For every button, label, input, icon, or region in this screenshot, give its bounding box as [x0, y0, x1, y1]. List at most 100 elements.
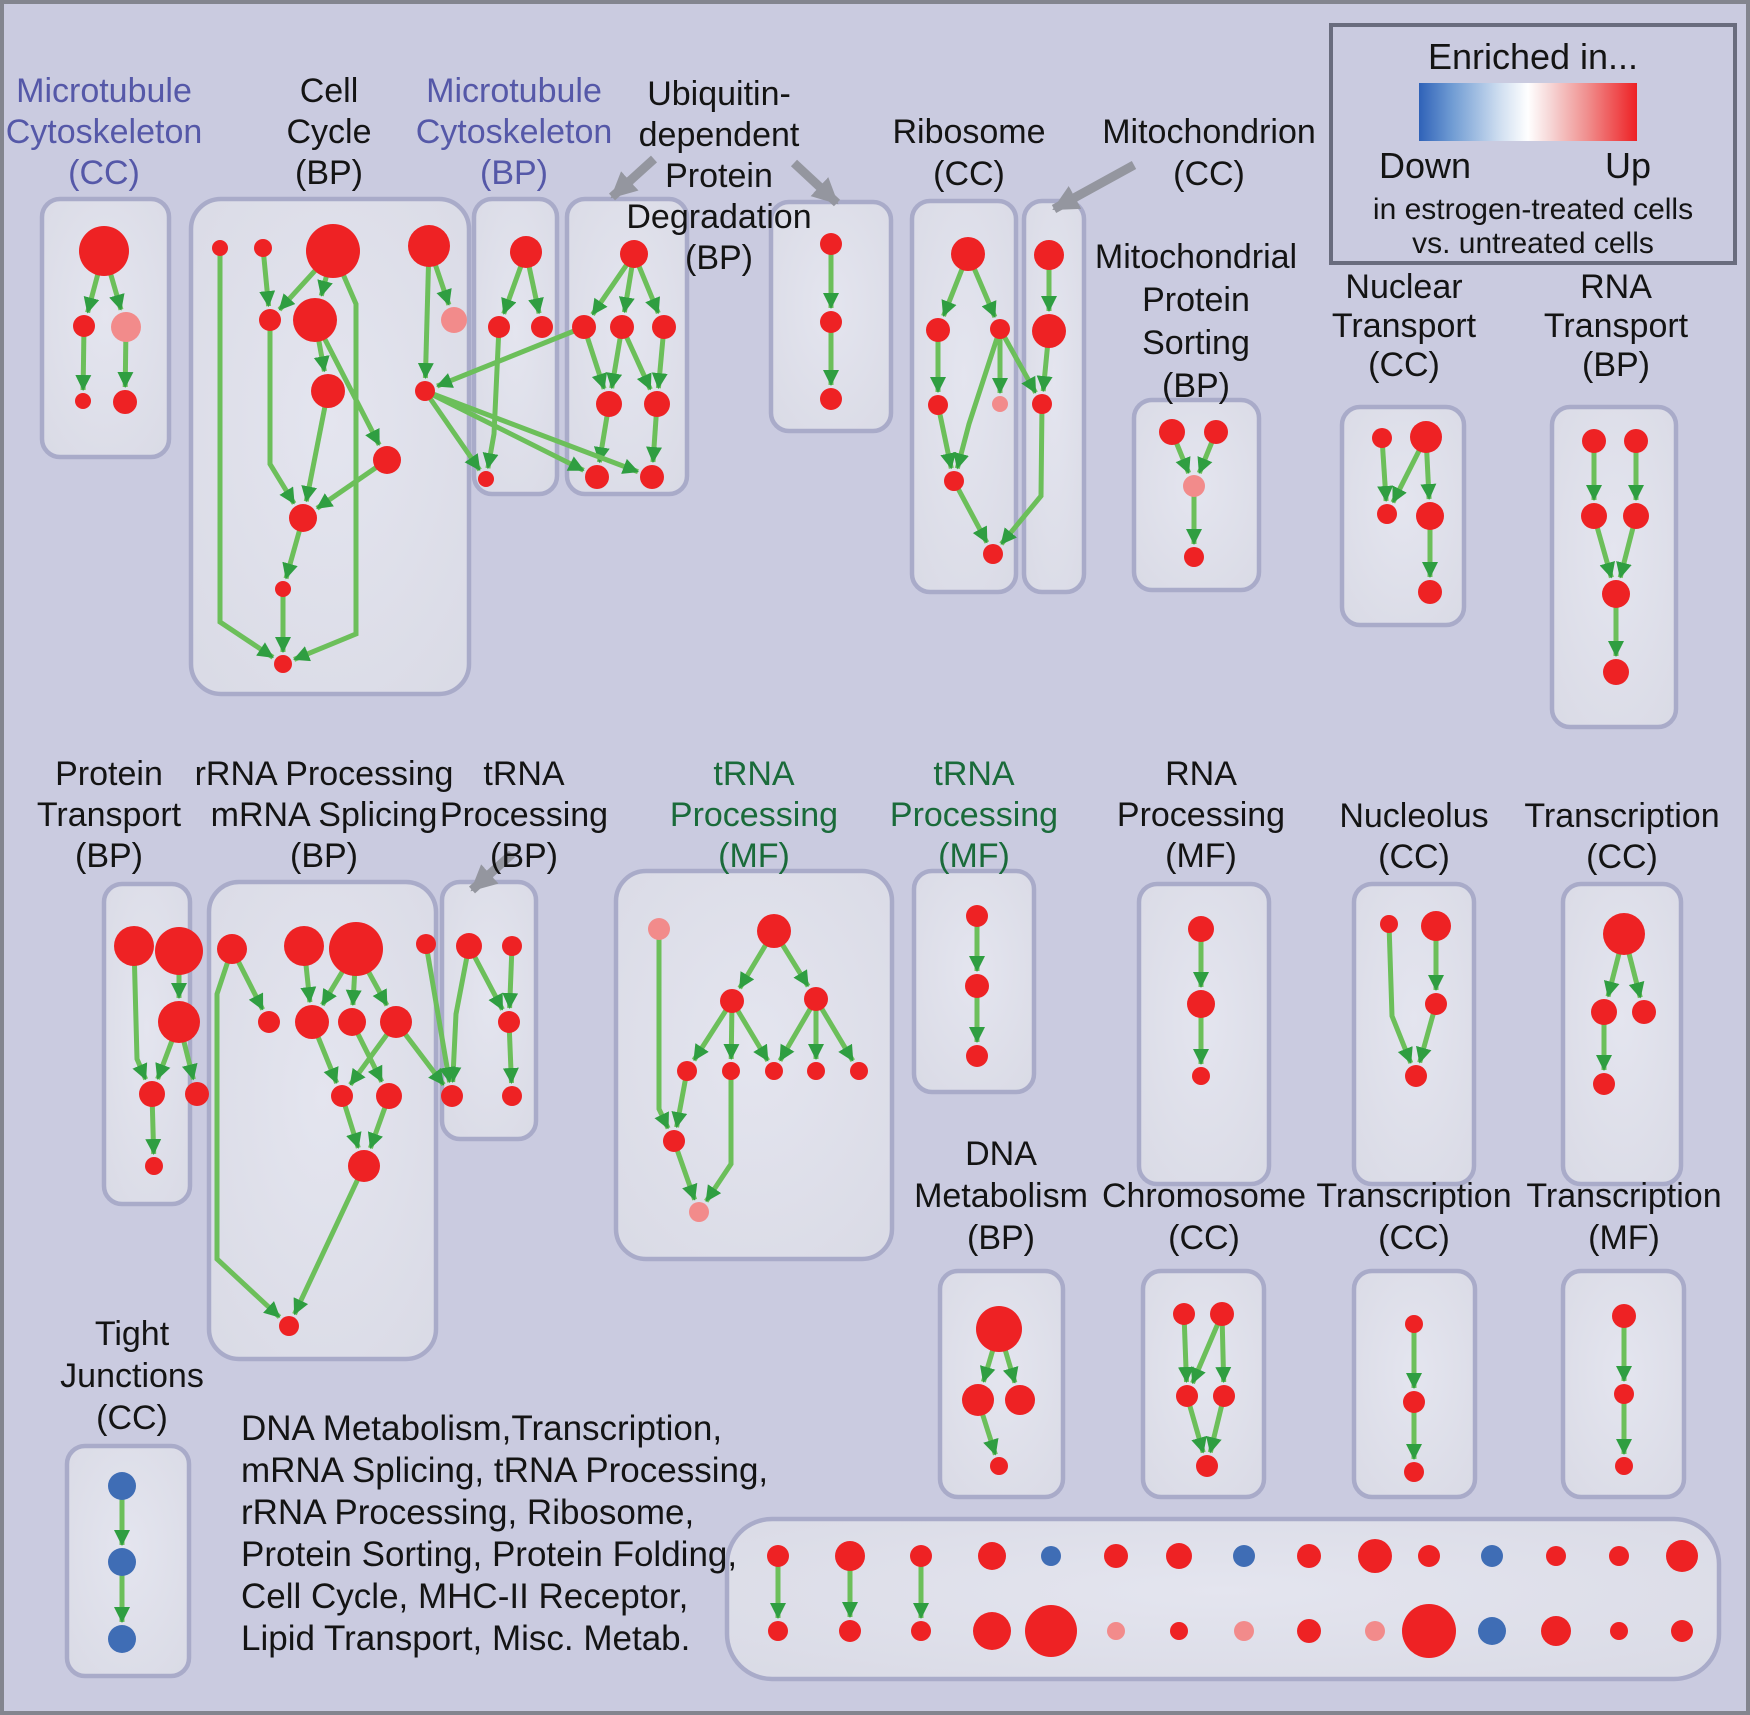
- legend-up-label: Up: [1604, 145, 1652, 186]
- edge-nucleolus-2: [1386, 923, 1414, 1064]
- node-misc-terms-10: [1418, 1545, 1440, 1567]
- node-rrna-mrna-8: [331, 1085, 353, 1107]
- node-cell-cycle-2: [306, 224, 360, 278]
- node-transcription-cc-a-0: [1603, 913, 1645, 955]
- cluster-label-cell-cycle-line-2: (BP): [295, 154, 363, 192]
- node-nuclear-transport-3: [1416, 502, 1444, 530]
- node-ribosome-5: [944, 471, 964, 491]
- node-dna-metabolism-3: [990, 1457, 1008, 1475]
- node-transcription-cc-b-2: [1404, 1462, 1424, 1482]
- cluster-label-nuclear-transport-line-0: Nuclear: [1345, 268, 1463, 306]
- node-ribosome-2: [990, 319, 1010, 339]
- node-cell-cycle-9: [373, 446, 401, 474]
- node-misc-terms-7: [1233, 1545, 1255, 1567]
- legend-down-label: Down: [1378, 145, 1472, 186]
- node-misc-terms-4: [1041, 1546, 1061, 1566]
- node-misc-terms-15: [768, 1621, 788, 1641]
- cluster-label-rrna-mrna-line-1: mRNA Splicing: [210, 796, 438, 834]
- cluster-label-trna-mf-b-line-1: Processing: [889, 796, 1059, 834]
- node-misc-terms-26: [1478, 1617, 1506, 1645]
- cross-edge-3: [422, 389, 482, 472]
- cross-edge-4: [423, 388, 585, 473]
- node-ribosome-4: [992, 396, 1008, 412]
- cluster-label-trna-mf-a-line-1: Processing: [669, 796, 839, 834]
- legend-title: Enriched in...: [1427, 36, 1639, 77]
- node-trna-mf-b-0: [966, 905, 988, 927]
- node-nucleolus-3: [1405, 1065, 1427, 1087]
- node-protein-transport-1: [155, 927, 203, 975]
- cluster-box-transcription-cc-a: [1560, 881, 1684, 1187]
- node-ubiquitin-degradation-1: [572, 315, 596, 339]
- node-trna-mf-a-1: [757, 914, 791, 948]
- node-misc-terms-27: [1541, 1616, 1571, 1646]
- annotation-arrows: [468, 155, 1137, 894]
- node-mitochondrion-2: [1032, 394, 1052, 414]
- node-trna-mf-b-1: [965, 974, 989, 998]
- node-misc-terms-9: [1358, 1539, 1392, 1573]
- node-misc-terms-19: [1025, 1605, 1077, 1657]
- node-protein-transport-0: [114, 926, 154, 966]
- node-trna-mf-a-5: [722, 1062, 740, 1080]
- cluster-box-transcription-mf: [1560, 1268, 1687, 1500]
- node-ubiquitin-degradation-b-1: [820, 311, 842, 333]
- cluster-box-nucleolus: [1351, 881, 1477, 1187]
- node-rna-processing-mf-2: [1192, 1067, 1210, 1085]
- legend-gradient-bar: [1419, 83, 1637, 141]
- cluster-label-ubiquitin-degradation-line-1: dependent: [638, 116, 800, 154]
- cross-edge-5: [424, 388, 639, 475]
- edge-cell-cycle-12: [293, 250, 359, 662]
- node-rna-transport-3: [1623, 503, 1649, 529]
- node-misc-terms-13: [1609, 1546, 1629, 1566]
- cluster-label-trna-bp-line-2: (BP): [490, 837, 558, 875]
- label-arrow-0: [608, 155, 658, 201]
- node-rna-transport-4: [1602, 580, 1630, 608]
- cluster-label-microtubule-cc-line-2: (CC): [68, 154, 140, 192]
- node-misc-terms-8: [1297, 1544, 1321, 1568]
- cluster-box-nuclear-transport: [1339, 404, 1467, 628]
- node-cell-cycle-11: [275, 581, 291, 597]
- node-misc-terms-11: [1481, 1545, 1503, 1567]
- node-cell-cycle-8: [415, 381, 435, 401]
- legend-subline-1: in estrogen-treated cells: [1372, 193, 1694, 226]
- node-ubiquitin-degradation-6: [585, 465, 609, 489]
- node-chromosome-4: [1196, 1455, 1218, 1477]
- node-trna-mf-a-4: [677, 1061, 697, 1081]
- edge-cell-cycle-4: [417, 245, 434, 379]
- node-rrna-mrna-6: [338, 1008, 366, 1036]
- node-microtubule-cc-2: [111, 312, 141, 342]
- node-nuclear-transport-2: [1377, 504, 1397, 524]
- cluster-label-transcription-cc-b-line-1: (CC): [1378, 1219, 1450, 1257]
- node-misc-terms-16: [839, 1620, 861, 1642]
- cluster-label-rna-processing-mf-line-0: RNA: [1165, 755, 1237, 793]
- node-trna-mf-a-2: [720, 989, 744, 1013]
- node-microtubule-cc-0: [79, 226, 129, 276]
- cluster-label-tight-junctions-line-0: Tight: [94, 1315, 170, 1353]
- node-ribosome-3: [928, 395, 948, 415]
- cluster-label-nucleolus-line-1: (CC): [1378, 838, 1450, 876]
- node-nuclear-transport-4: [1418, 580, 1442, 604]
- node-misc-terms-0: [767, 1545, 789, 1567]
- node-cell-cycle-5: [293, 298, 337, 342]
- cluster-label-rrna-mrna-line-2: (BP): [290, 837, 358, 875]
- cluster-label-mitochondrion-line-1: (CC): [1173, 155, 1245, 193]
- cluster-label-rna-transport-line-0: RNA: [1580, 268, 1652, 306]
- cluster-label-ubiquitin-degradation-line-0: Ubiquitin-: [647, 75, 791, 113]
- node-trna-bp-2: [498, 1011, 520, 1033]
- node-transcription-mf-1: [1614, 1384, 1634, 1404]
- note-line-3: Protein Sorting, Protein Folding,: [241, 1535, 738, 1574]
- cluster-label-transcription-mf-line-0: Transcription: [1526, 1177, 1722, 1215]
- node-misc-terms-5: [1104, 1544, 1128, 1568]
- node-cell-cycle-4: [259, 309, 281, 331]
- cluster-label-dna-metabolism-line-1: Metabolism: [914, 1177, 1088, 1215]
- node-microtubule-bp-1: [488, 316, 510, 338]
- cluster-label-transcription-cc-b-line-0: Transcription: [1316, 1177, 1512, 1215]
- node-chromosome-2: [1176, 1385, 1198, 1407]
- cluster-label-mitochondrion-line-0: Mitochondrion: [1102, 113, 1316, 151]
- cluster-label-ribosome-line-1: (CC): [933, 155, 1005, 193]
- node-misc-terms-24: [1365, 1621, 1385, 1641]
- edge-ribosome-5: [953, 328, 1003, 470]
- legend-subline-2: vs. untreated cells: [1412, 227, 1654, 260]
- edge-ribosome-6: [951, 479, 990, 544]
- cluster-label-trna-mf-a-line-0: tRNA: [713, 755, 795, 793]
